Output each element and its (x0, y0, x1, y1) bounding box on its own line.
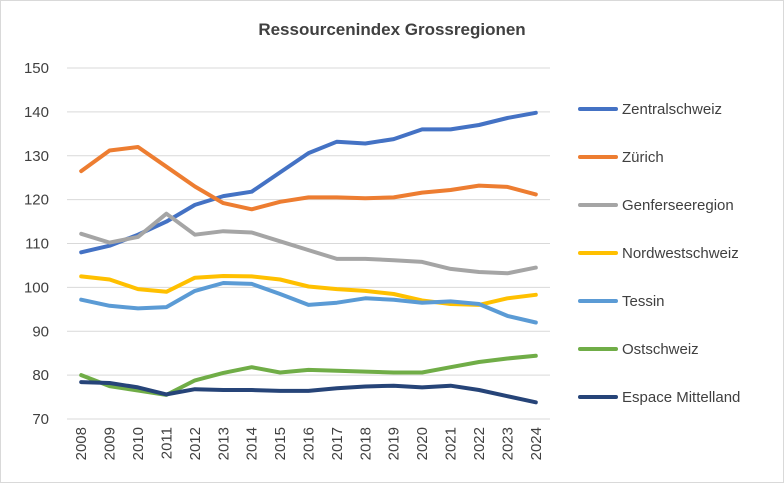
x-tick-label: 2021 (443, 427, 460, 460)
x-tick-label: 2020 (414, 427, 431, 460)
legend-label: Tessin (622, 293, 665, 310)
legend: Zentralschweiz Zürich Genferseeregion Nordw… (578, 101, 740, 406)
x-tick-label: 2017 (329, 427, 346, 460)
x-tick-label: 2011 (158, 427, 175, 459)
legend-entry: Espace Mittelland (578, 389, 740, 406)
legend-label: Nordwestschweiz (622, 245, 739, 262)
x-tick-label: 2008 (73, 427, 90, 460)
y-tick-label: 100 (24, 279, 49, 296)
legend-entry: Ostschweiz (578, 341, 699, 358)
legend-label: Zentralschweiz (622, 101, 722, 118)
gridlines (67, 67, 550, 420)
x-tick-label: 2019 (386, 427, 403, 460)
x-tick-label: 2022 (471, 427, 488, 460)
x-axis-ticks: 2008 2009 2010 2011 2012 2013 2014 2015 2016 2017… (73, 427, 545, 460)
y-tick-label: 150 (24, 60, 49, 77)
legend-label: Espace Mittelland (622, 389, 740, 406)
legend-entry: Nordwestschweiz (578, 245, 739, 262)
legend-entry: Zürich (578, 149, 664, 166)
x-tick-label: 2012 (187, 427, 204, 460)
legend-label: Genferseeregion (622, 197, 734, 214)
y-tick-label: 120 (24, 192, 49, 209)
series-line (79, 380, 538, 405)
series-line (79, 145, 538, 212)
series-line (79, 110, 538, 255)
series-lines (79, 110, 538, 405)
x-tick-label: 2013 (215, 427, 232, 460)
y-tick-label: 110 (25, 236, 49, 253)
x-tick-label: 2023 (499, 427, 516, 460)
y-tick-label: 140 (24, 104, 49, 121)
legend-entry: Zentralschweiz (578, 101, 722, 118)
x-tick-label: 2018 (357, 427, 374, 460)
y-tick-label: 130 (24, 148, 49, 165)
x-tick-label: 2015 (272, 427, 289, 460)
legend-entry: Tessin (578, 293, 665, 310)
y-axis-ticks: 70 80 90 100 110 120 130 140 150 (24, 60, 49, 428)
y-tick-label: 90 (32, 323, 49, 340)
chart-title: Ressourcenindex Grossregionen (258, 20, 526, 39)
series-line (79, 281, 538, 325)
x-tick-label: 2014 (244, 427, 261, 460)
y-tick-label: 70 (32, 411, 49, 428)
legend-label: Ostschweiz (622, 341, 699, 358)
series-line (79, 274, 538, 307)
legend-entry: Genferseeregion (578, 197, 734, 214)
y-tick-label: 80 (32, 367, 49, 384)
series-line (79, 211, 538, 276)
x-tick-label: 2016 (301, 427, 318, 460)
x-tick-label: 2010 (130, 427, 147, 460)
x-tick-label: 2024 (528, 427, 545, 460)
x-tick-label: 2009 (102, 427, 119, 460)
legend-label: Zürich (622, 149, 664, 166)
